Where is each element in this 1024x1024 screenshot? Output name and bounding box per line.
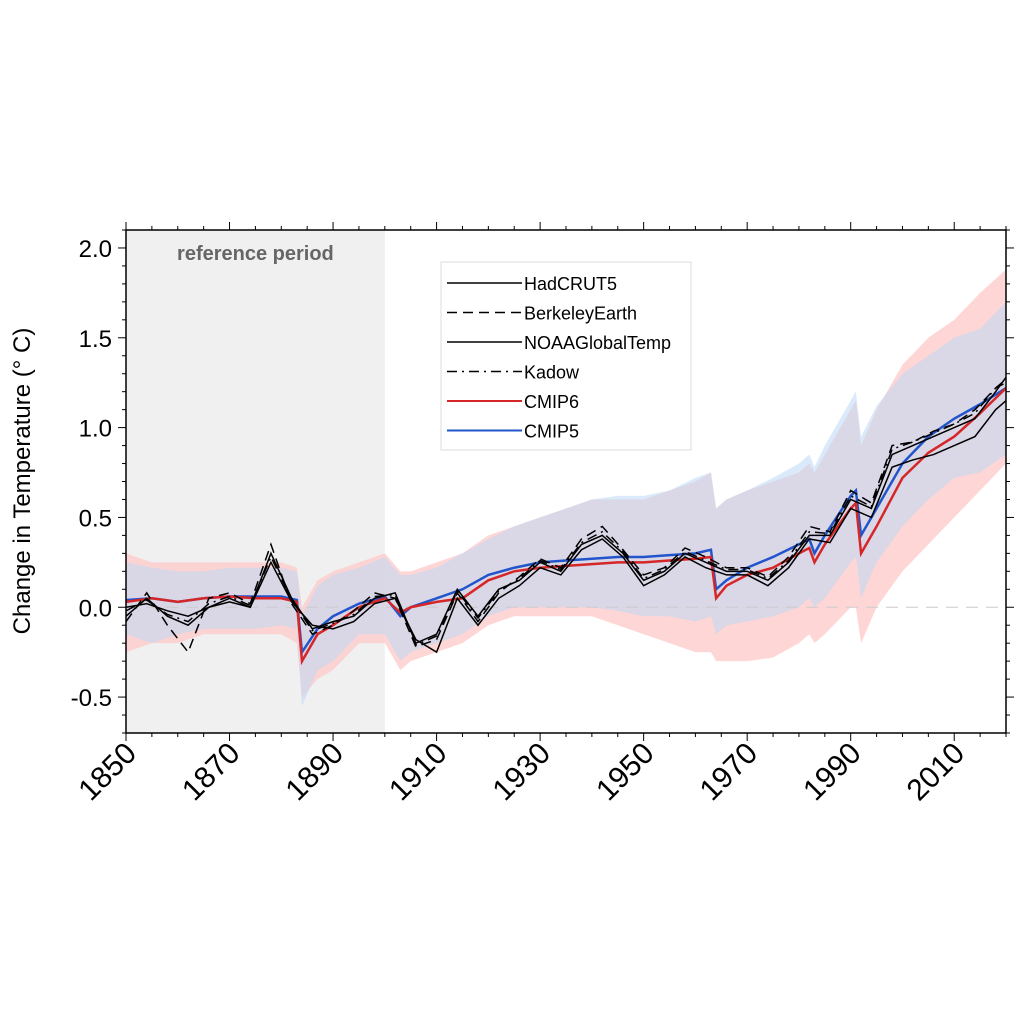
y-tick-label: 0.0 [79,595,112,622]
x-tick-label: 1930 [487,737,558,808]
legend-box [440,261,692,451]
legend-label: HadCRUT5 [524,274,617,294]
model-ranges [126,269,1006,707]
kadow-line [125,378,1007,646]
noaaglobaltemp-line [125,400,1007,654]
legend-label: Kadow [524,363,580,383]
berkeleyearth-line [125,382,1007,654]
cmip5-range-band [126,301,1006,707]
x-tick-label: 1950 [590,737,661,808]
legend-label: NOAAGlobalTemp [524,333,671,353]
y-axis-label: Change in Temperature (° C) [9,328,36,635]
legend-label: CMIP5 [524,422,579,442]
y-tick-label: -0.5 [71,685,112,712]
reference-period-shade [126,230,385,733]
legend: HadCRUT5 BerkeleyEarth NOAAGlobalTemp Kadow… [440,261,692,451]
x-tick-label: 1850 [72,737,143,808]
x-tick-label: 1870 [176,737,247,808]
x-tick-label: 1890 [279,737,350,808]
legend-label: BerkeleyEarth [524,304,637,324]
reference-period-label: reference period [177,243,334,265]
x-tick-label: 1990 [797,737,868,808]
y-tick-label: 1.5 [79,326,112,353]
hadcrut5-line [125,376,1007,645]
y-tick-label: 1.0 [79,416,112,443]
y-tick-label: 2.0 [79,236,112,263]
legend-label: CMIP6 [524,392,579,412]
x-tick-label: 2010 [901,737,972,808]
observation-lines [125,376,1007,654]
x-tick-label: 1910 [383,737,454,808]
y-tick-label: 0.5 [79,505,112,532]
x-tick-label: 1970 [694,737,765,808]
